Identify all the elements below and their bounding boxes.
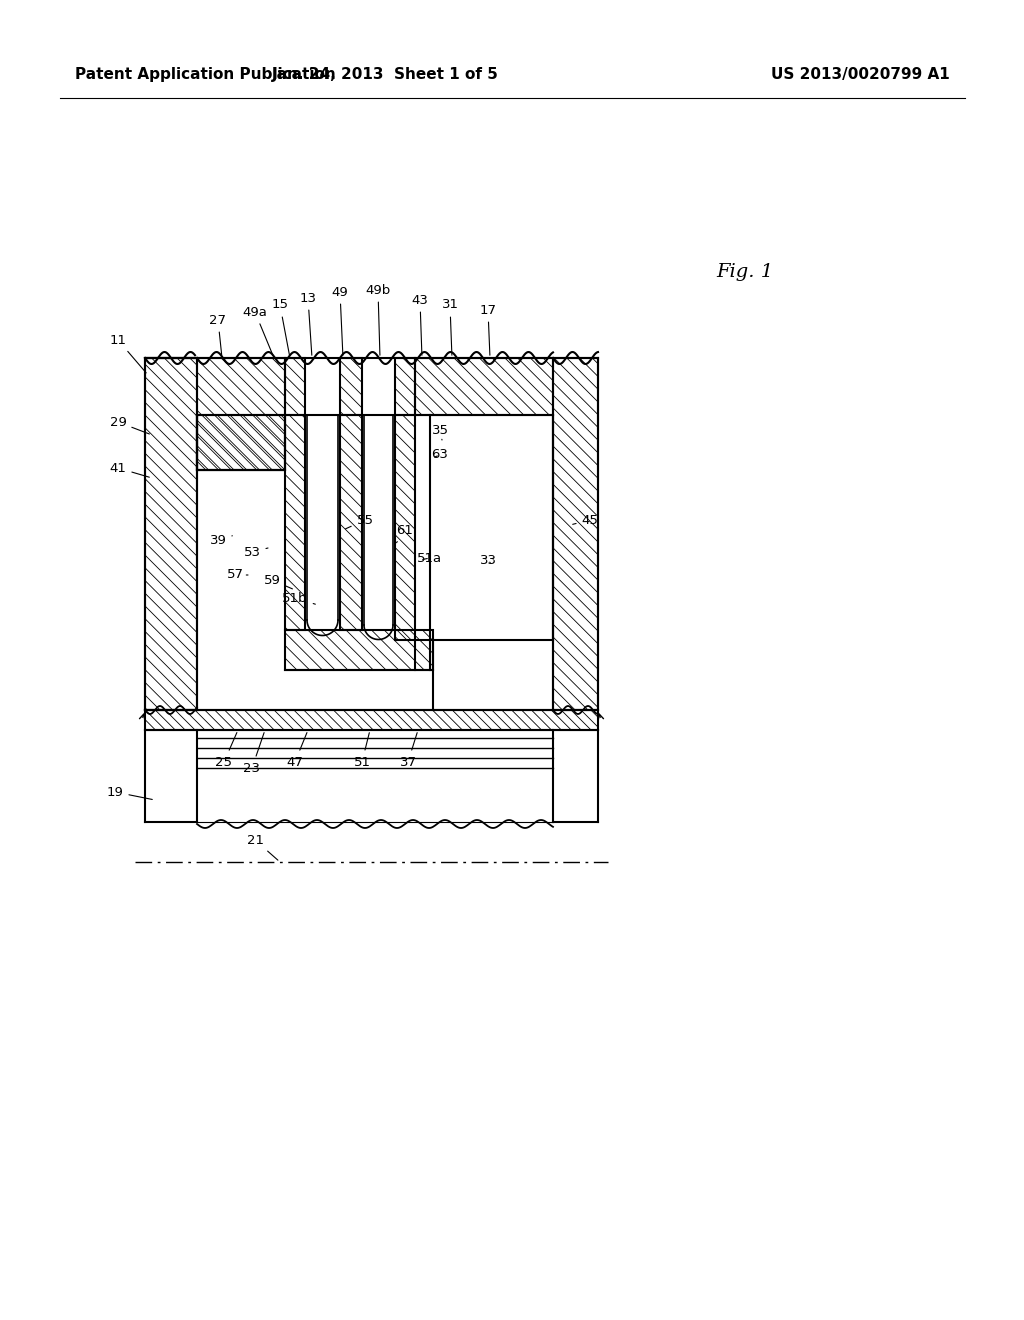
Text: 11: 11 xyxy=(110,334,146,372)
Text: 63: 63 xyxy=(431,449,449,462)
Text: 61: 61 xyxy=(396,524,414,543)
Text: 51b: 51b xyxy=(283,591,315,605)
Text: 43: 43 xyxy=(412,293,428,355)
Text: 29: 29 xyxy=(110,416,150,434)
Text: 45: 45 xyxy=(572,513,598,527)
Text: 47: 47 xyxy=(287,733,307,768)
Text: 19: 19 xyxy=(106,785,153,800)
Text: 33: 33 xyxy=(479,553,497,566)
Text: Fig. 1: Fig. 1 xyxy=(717,263,773,281)
Text: 49b: 49b xyxy=(366,284,390,355)
Text: 51: 51 xyxy=(353,733,371,768)
Text: 55: 55 xyxy=(345,513,374,529)
Text: Jan. 24, 2013  Sheet 1 of 5: Jan. 24, 2013 Sheet 1 of 5 xyxy=(271,67,499,82)
Text: 59: 59 xyxy=(263,573,293,589)
Text: 49a: 49a xyxy=(243,305,273,355)
Text: 23: 23 xyxy=(244,733,264,775)
Text: 49: 49 xyxy=(332,285,348,355)
Text: 25: 25 xyxy=(215,733,237,768)
Text: 17: 17 xyxy=(479,304,497,355)
Text: 31: 31 xyxy=(441,298,459,355)
Text: 13: 13 xyxy=(299,292,316,355)
Text: US 2013/0020799 A1: US 2013/0020799 A1 xyxy=(771,67,950,82)
Text: Patent Application Publication: Patent Application Publication xyxy=(75,67,336,82)
Text: 57: 57 xyxy=(226,569,248,582)
Text: 15: 15 xyxy=(271,298,290,355)
Text: 35: 35 xyxy=(431,424,449,440)
Text: 21: 21 xyxy=(247,833,278,861)
Text: 27: 27 xyxy=(210,314,226,355)
Text: 37: 37 xyxy=(399,733,417,768)
Text: 39: 39 xyxy=(210,533,232,546)
Text: 51a: 51a xyxy=(418,552,442,565)
Text: 53: 53 xyxy=(244,545,268,558)
Text: 41: 41 xyxy=(110,462,150,478)
